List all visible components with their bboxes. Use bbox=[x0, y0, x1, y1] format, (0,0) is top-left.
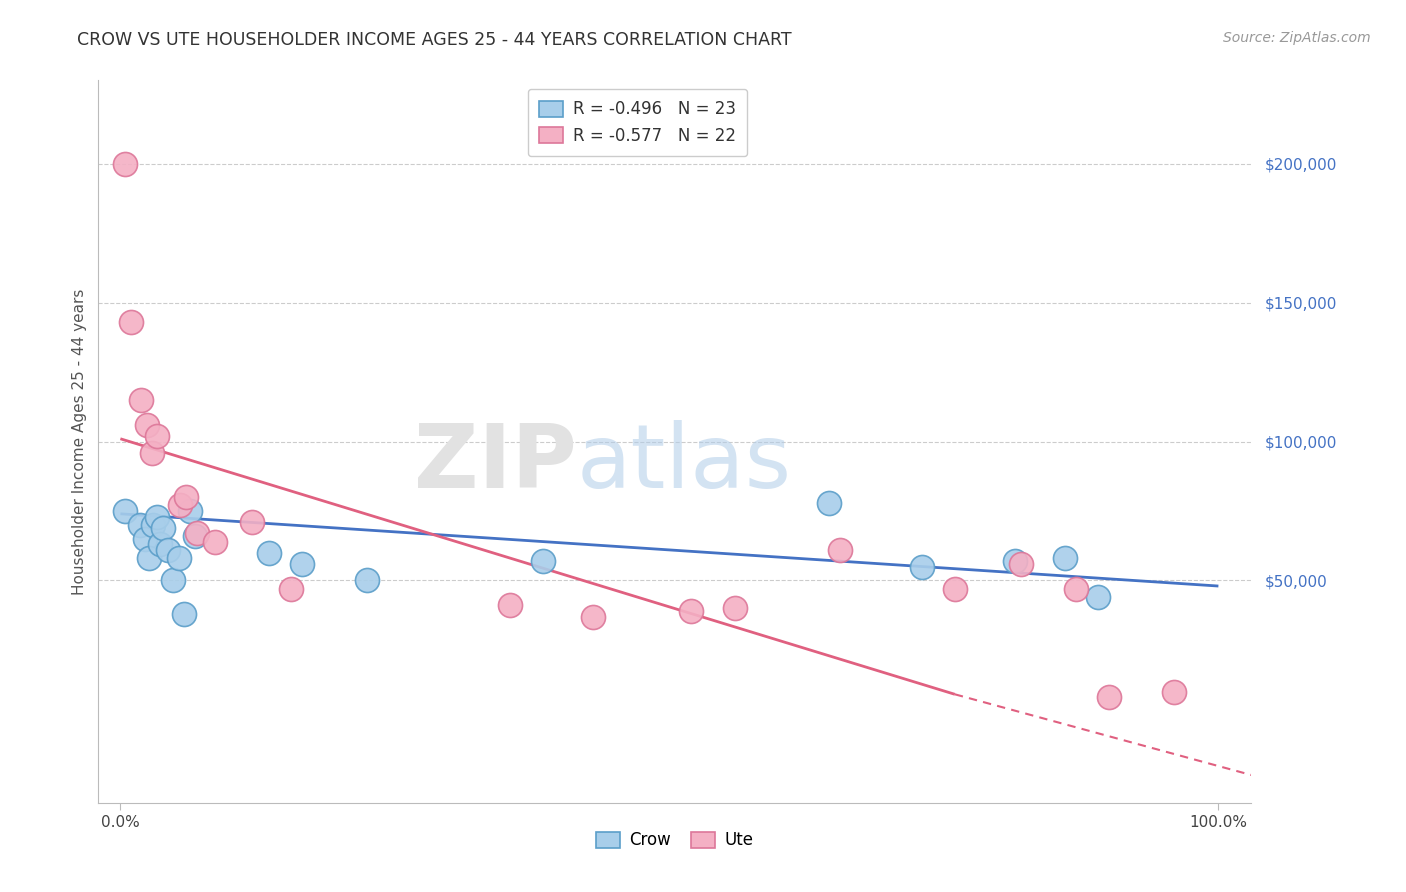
Point bbox=[142, 517, 165, 532]
Point bbox=[1004, 554, 1026, 568]
Point bbox=[141, 445, 163, 459]
Point bbox=[724, 601, 747, 615]
Point bbox=[169, 499, 191, 513]
Point bbox=[129, 392, 152, 407]
Point bbox=[581, 609, 603, 624]
Text: CROW VS UTE HOUSEHOLDER INCOME AGES 25 - 44 YEARS CORRELATION CHART: CROW VS UTE HOUSEHOLDER INCOME AGES 25 -… bbox=[77, 31, 792, 49]
Text: atlas: atlas bbox=[576, 420, 792, 507]
Point bbox=[499, 599, 522, 613]
Point bbox=[114, 156, 136, 170]
Point bbox=[1097, 690, 1119, 705]
Point bbox=[174, 490, 197, 504]
Point bbox=[145, 429, 167, 443]
Point bbox=[204, 534, 226, 549]
Point bbox=[1053, 551, 1076, 566]
Point bbox=[257, 546, 280, 560]
Point bbox=[135, 417, 157, 432]
Point bbox=[817, 496, 839, 510]
Point bbox=[173, 607, 195, 621]
Point bbox=[114, 504, 136, 518]
Point bbox=[356, 574, 378, 588]
Point bbox=[167, 551, 190, 566]
Point bbox=[290, 557, 312, 571]
Legend: Crow, Ute: Crow, Ute bbox=[589, 824, 761, 856]
Point bbox=[138, 551, 160, 566]
Point bbox=[149, 537, 172, 551]
Point bbox=[120, 315, 142, 329]
Point bbox=[134, 532, 156, 546]
Point bbox=[156, 542, 179, 557]
Point bbox=[828, 542, 851, 557]
Point bbox=[184, 529, 207, 543]
Point bbox=[1087, 590, 1109, 604]
Point bbox=[531, 554, 554, 568]
Text: Source: ZipAtlas.com: Source: ZipAtlas.com bbox=[1223, 31, 1371, 45]
Point bbox=[943, 582, 966, 596]
Point bbox=[179, 504, 201, 518]
Point bbox=[186, 526, 208, 541]
Point bbox=[911, 559, 934, 574]
Y-axis label: Householder Income Ages 25 - 44 years: Householder Income Ages 25 - 44 years bbox=[72, 288, 87, 595]
Point bbox=[280, 582, 302, 596]
Point bbox=[1163, 684, 1185, 698]
Point bbox=[240, 515, 263, 529]
Point bbox=[129, 517, 152, 532]
Point bbox=[1010, 557, 1032, 571]
Text: ZIP: ZIP bbox=[415, 420, 576, 507]
Point bbox=[162, 574, 184, 588]
Point bbox=[681, 604, 703, 618]
Point bbox=[152, 521, 174, 535]
Point bbox=[1064, 582, 1087, 596]
Point bbox=[145, 509, 167, 524]
